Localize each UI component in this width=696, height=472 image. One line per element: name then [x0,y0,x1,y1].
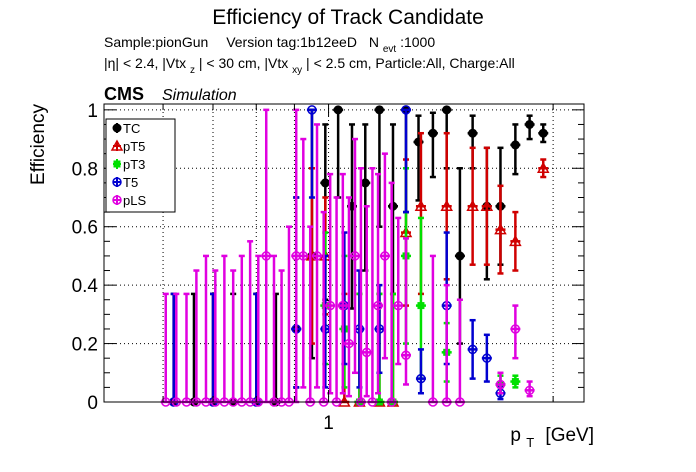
y-tick-label: 0.2 [72,335,98,356]
data-point [467,344,478,355]
data-point [511,378,519,386]
data-point [442,105,452,115]
data-point [482,353,492,363]
data-point [468,128,478,138]
data-point [466,199,479,212]
legend-label: pT5 [123,139,145,154]
plot-frame [103,103,585,403]
x-axis-label-sub: T [526,435,534,450]
subtitle-cut-1: |η| < 2.4, |Vtx [104,55,186,71]
simulation-label: Simulation [162,87,237,104]
data-point [307,105,317,115]
legend-entry-pls: pLS [112,193,146,208]
data-point [344,338,354,349]
y-tick-label: 0.4 [72,276,99,297]
legend-marker [112,195,122,205]
y-axis-label: Efficiency [28,104,49,185]
subtitle-nevt-sub: evt [383,44,397,55]
subtitle-nevt-label: N [369,34,379,50]
legend-label: T5 [123,175,138,190]
subtitle-line-1: Sample:pionGun Version tag:1b12eeD N evt… [104,34,435,55]
data-point [510,140,520,150]
data-point [401,105,411,115]
data-point [312,251,322,261]
data-point [428,128,438,138]
data-point [373,300,383,311]
subtitle-nevt-value: :1000 [400,34,435,50]
cms-label: CMS [104,84,144,104]
data-point [510,324,521,334]
data-point [388,201,398,211]
legend-marker [112,177,122,187]
x-axis-label: p T [GeV] [510,425,594,452]
data-point [524,385,535,396]
axis-ticks: 0 0.2 0.4 0.6 0.8 1 1 [72,101,584,434]
subtitle-version: Version tag:1b12eeD [226,34,357,50]
y-tick-label: 0.8 [72,159,98,180]
legend-entry-tc: TC [112,121,140,136]
legend-label: pLS [123,193,146,208]
subtitle-line-2: |η| < 2.4, |Vtx z | < 30 cm, |Vtx xy | <… [104,55,515,76]
legend: TC pT5 pT3 T5 pLS [105,118,176,213]
data-point [338,300,348,311]
data-point [414,199,428,212]
data-point [480,199,494,212]
subtitle-cut-3: | < 2.5 cm, Particle:All, Charge:All [306,55,515,71]
legend-entry-pt3: pT3 [113,157,145,172]
data-point [350,251,360,261]
data-point [401,350,411,361]
data-point [320,178,330,188]
legend-label: pT3 [123,157,145,172]
x-axis-label-main: p [510,425,521,446]
y-tick-label: 0.6 [72,218,98,239]
x-tick-label: 1 [323,413,334,434]
data-point [374,105,384,115]
x-axis-label-unit: [GeV] [545,425,594,446]
legend-marker [112,123,122,133]
data-point [417,302,425,310]
data-point [494,223,507,235]
chart-title: Efficiency of Track Candidate [212,6,484,29]
data-point [374,324,385,334]
data-point [298,251,309,261]
data-point [360,178,370,188]
data-point [325,300,335,311]
data-point [416,373,426,384]
subtitle-cut-sub-2: xy [292,65,302,76]
legend-label: TC [123,121,140,136]
subtitle-cut-2: | < 30 cm, |Vtx [199,55,288,71]
legend-entry-t5: T5 [112,175,138,190]
data-point [261,251,271,261]
data-point [525,119,535,129]
data-point [440,199,453,212]
data-point [509,234,522,247]
data-point [455,251,465,261]
data-point [393,300,404,311]
subtitle-cut-sub-1: z [190,65,195,76]
legend-marker [113,160,121,168]
y-tick-label: 1 [87,101,98,122]
series-layer [160,105,550,407]
data-point [361,347,372,358]
data-point [536,161,550,174]
data-point [380,251,390,261]
data-point [538,128,548,138]
subtitle-sample: Sample:pionGun [104,34,208,50]
series-pls [160,108,535,407]
legend-marker [110,139,124,151]
y-tick-label: 0 [87,393,98,414]
data-point [333,105,343,115]
legend-entry-pt5: pT5 [110,139,145,154]
data-point [495,379,506,390]
